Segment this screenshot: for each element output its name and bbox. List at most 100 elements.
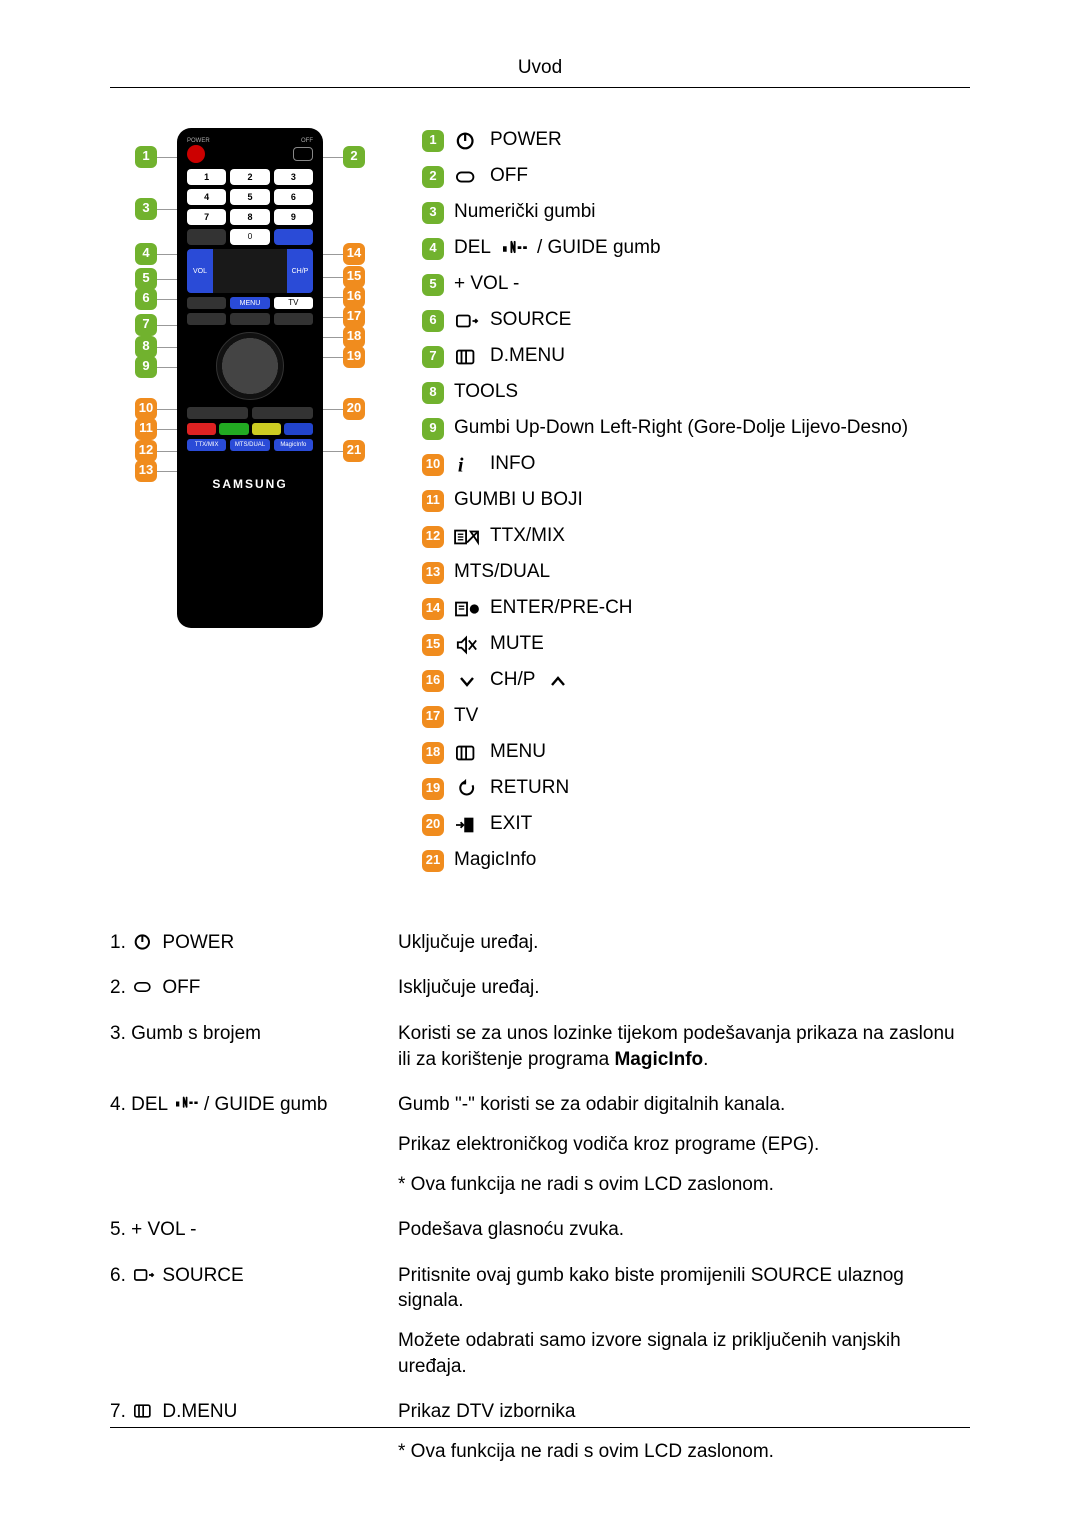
enter-icon [454,598,480,620]
legend-badge: 4 [422,238,444,260]
source-icon [454,310,480,332]
legend-badge: 16 [422,670,444,692]
callout-15: 15 [343,266,365,288]
legend-item-5: 5 + VOL - [422,272,970,298]
remote-column: POWEROFF 123 456 789 0 VOLCH/P MENUTV [110,128,390,628]
callout-2: 2 [343,146,365,168]
legend-item-7: 7 D.MENU [422,344,970,370]
desc-label: 7. D.MENU [110,1389,398,1474]
legend-item-15: 15 MUTE [422,632,970,658]
desc-label: 5. + VOL - [110,1207,398,1253]
legend-item-14: 14 ENTER/PRE-CH [422,596,970,622]
footer-rule [110,1427,970,1428]
legend-label: SOURCE [490,308,571,333]
dmenu-icon [454,346,480,368]
legend-item-13: 13MTS/DUAL [422,560,970,586]
legend-label: GUMBI U BOJI [454,488,583,513]
desc-body: Podešava glasnoću zvuka. [398,1207,970,1253]
legend-badge: 17 [422,706,444,728]
callout-3: 3 [135,198,157,220]
desc-label: 6. SOURCE [110,1253,398,1390]
legend-label: D.MENU [490,344,565,369]
legend-label: MENU [490,740,546,765]
legend-item-12: 12TTX/MIX [422,524,970,550]
desc-row-6: 6. SOURCEPritisnite ovaj gumb kako biste… [110,1253,970,1390]
legend-label: EXIT [490,812,532,837]
callout-4: 4 [135,243,157,265]
callout-16: 16 [343,286,365,308]
legend-list: 1POWER2OFF3Numerički gumbi4DEL / GUIDE g… [422,128,970,884]
callout-21: 21 [343,440,365,462]
legend-label: INFO [490,452,535,477]
legend-label: TOOLS [454,380,518,405]
callout-7: 7 [135,314,157,336]
legend-item-2: 2OFF [422,164,970,190]
legend-label: + VOL - [454,272,519,297]
desc-label: 1. POWER [110,920,398,966]
callout-12: 12 [135,440,157,462]
desc-body: Koristi se za unos lozinke tijekom podeš… [398,1011,970,1082]
legend-badge: 3 [422,202,444,224]
desc-body: Pritisnite ovaj gumb kako biste promijen… [398,1253,970,1390]
desc-row-5: 5. + VOL -Podešava glasnoću zvuka. [110,1207,970,1253]
callout-14: 14 [343,243,365,265]
legend-item-21: 21MagicInfo [422,848,970,874]
callout-8: 8 [135,336,157,358]
top-section: POWEROFF 123 456 789 0 VOLCH/P MENUTV [110,128,970,884]
desc-row-4: 4. DEL / GUIDE gumbGumb "-" koristi se z… [110,1082,970,1207]
legend-badge: 7 [422,346,444,368]
legend-item-20: 20 EXIT [422,812,970,838]
legend-item-17: 17 TV [422,704,970,730]
remote-brand: SAMSUNG [187,477,313,493]
page-header-title: Uvod [110,56,970,81]
callout-9: 9 [135,356,157,378]
legend-item-19: 19 RETURN [422,776,970,802]
callout-6: 6 [135,288,157,310]
legend-badge: 8 [422,382,444,404]
legend-label: RETURN [490,776,569,801]
legend-item-11: 11GUMBI U BOJI [422,488,970,514]
legend-label: TTX/MIX [490,524,565,549]
desc-row-2: 2. OFFIsključuje uređaj. [110,965,970,1011]
off-icon [131,977,157,997]
legend-badge: 13 [422,562,444,584]
callout-19: 19 [343,346,365,368]
legend-item-18: 18MENU [422,740,970,766]
info-icon [454,454,480,476]
legend-badge: 15 [422,634,444,656]
legend-badge: 5 [422,274,444,296]
desc-label: 4. DEL / GUIDE gumb [110,1082,398,1207]
desc-row-3: 3. Gumb s brojemKoristi se za unos lozin… [110,1011,970,1082]
legend-label: ENTER/PRE-CH [490,596,633,621]
del-icon [173,1094,199,1114]
legend-item-9: 9Gumbi Up-Down Left-Right (Gore-Dolje Li… [422,416,970,442]
description-table: 1. POWERUključuje uređaj.2. OFFIsključuj… [110,920,970,1475]
desc-row-1: 1. POWERUključuje uređaj. [110,920,970,966]
legend-item-4: 4DEL / GUIDE gumb [422,236,970,262]
mute-icon [454,634,480,656]
legend-label: Gumbi Up-Down Left-Right (Gore-Dolje Lij… [454,416,908,441]
del-icon [501,238,527,260]
legend-label: MagicInfo [454,848,536,873]
legend-label: TV [454,704,478,729]
legend-badge: 1 [422,130,444,152]
legend-badge: 10 [422,454,444,476]
dmenu-icon [131,1401,157,1421]
callout-18: 18 [343,326,365,348]
power-icon [131,932,157,952]
callout-17: 17 [343,306,365,328]
legend-badge: 20 [422,814,444,836]
legend-label: MUTE [490,632,544,657]
legend-badge: 19 [422,778,444,800]
chevron-up-icon [545,670,571,692]
exit-icon [454,814,480,836]
remote-illustration: POWEROFF 123 456 789 0 VOLCH/P MENUTV [135,128,365,628]
desc-body: Prikaz DTV izbornika* Ova funkcija ne ra… [398,1389,970,1474]
callout-1: 1 [135,146,157,168]
legend-label: POWER [490,128,562,153]
legend-badge: 6 [422,310,444,332]
legend-label: OFF [490,164,528,189]
chevron-down-icon [454,670,480,692]
legend-badge: 14 [422,598,444,620]
power-icon [454,130,480,152]
